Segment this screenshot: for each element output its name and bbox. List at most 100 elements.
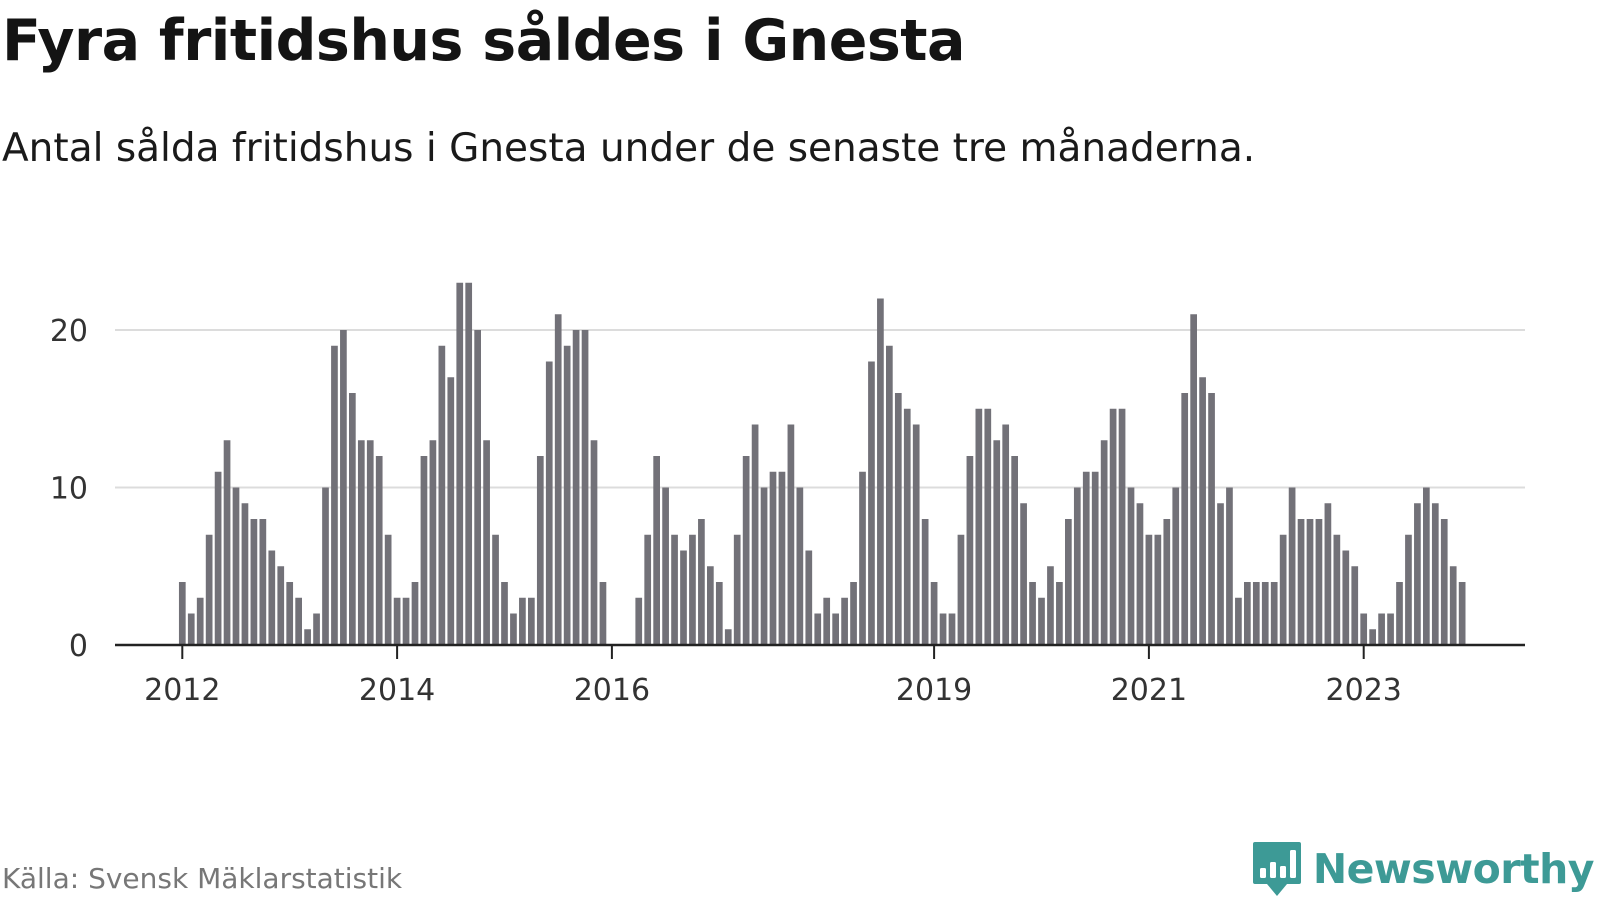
bar <box>1440 519 1448 645</box>
bar <box>796 487 804 645</box>
bar <box>277 566 285 645</box>
bar <box>599 582 607 645</box>
bar <box>1351 566 1359 645</box>
bar <box>1038 597 1045 645</box>
bar <box>975 408 983 645</box>
bar <box>751 424 759 645</box>
latest-value-label: 4 <box>1462 0 1482 8</box>
bar <box>510 613 517 645</box>
bar <box>501 582 508 645</box>
bar <box>939 613 947 645</box>
bar <box>948 613 956 645</box>
bar <box>903 408 911 645</box>
bar <box>1423 487 1430 645</box>
bar <box>966 456 974 645</box>
bar <box>178 582 186 645</box>
bar <box>1217 503 1224 645</box>
bar <box>698 519 705 645</box>
bar <box>1073 487 1081 645</box>
bar <box>563 345 571 645</box>
bar <box>1405 534 1412 645</box>
bar <box>1011 456 1018 645</box>
bar <box>993 440 1001 645</box>
bar <box>492 534 499 645</box>
bar <box>357 440 365 645</box>
bar <box>331 345 338 645</box>
bar <box>519 597 526 645</box>
bar <box>420 456 428 645</box>
bar <box>1458 582 1466 645</box>
bar <box>671 534 678 645</box>
bar <box>1029 582 1036 645</box>
bar-chart: 0 10 20 2012 2014 2016 2019 2021 2023 4 <box>50 0 1525 708</box>
bar <box>295 597 302 645</box>
bar <box>841 597 848 645</box>
bar <box>581 330 589 645</box>
annotations: 4 <box>1459 0 1485 11</box>
bar <box>832 613 839 645</box>
y-tick-label: 0 <box>69 629 88 664</box>
bar <box>545 361 553 645</box>
bar <box>760 487 768 645</box>
bar <box>733 534 741 645</box>
bar <box>877 298 884 645</box>
bar <box>930 582 938 645</box>
bar <box>474 330 481 645</box>
bar <box>787 424 795 645</box>
bar <box>349 393 356 645</box>
bar <box>886 345 893 645</box>
y-tick-label: 10 <box>50 472 88 507</box>
brand-name: Newsworthy <box>1312 845 1595 893</box>
bar <box>1002 424 1010 645</box>
bar <box>644 534 652 645</box>
bar <box>653 456 660 645</box>
bar <box>223 440 231 645</box>
bar <box>1136 503 1144 645</box>
bar <box>1261 582 1269 645</box>
bar <box>814 613 822 645</box>
bar <box>635 597 643 645</box>
bar <box>1279 534 1287 645</box>
bar <box>375 456 383 645</box>
bar <box>304 629 311 645</box>
bar <box>984 408 992 645</box>
bar <box>778 471 786 645</box>
bar <box>590 440 598 645</box>
bar <box>1163 519 1171 645</box>
bar <box>1127 487 1135 645</box>
brand-logo: Newsworthy <box>1251 840 1595 898</box>
bar <box>724 629 732 645</box>
bar <box>1047 566 1054 645</box>
bar <box>465 282 473 645</box>
bar <box>1369 629 1376 645</box>
source-note: Källa: Svensk Mäklarstatistik <box>2 862 403 895</box>
bar <box>1252 582 1260 645</box>
bar <box>447 377 455 645</box>
bar <box>707 566 714 645</box>
bar <box>1181 393 1189 645</box>
bar <box>850 582 857 645</box>
bar <box>1360 613 1368 645</box>
bar <box>393 597 401 645</box>
bar <box>1378 613 1385 645</box>
y-axis-ticks: 0 10 20 <box>50 314 88 664</box>
bar <box>259 519 267 645</box>
bar <box>402 597 410 645</box>
bar <box>241 503 249 645</box>
bar <box>1065 519 1072 645</box>
bar <box>1431 503 1439 645</box>
bar <box>250 519 258 645</box>
bar <box>528 597 535 645</box>
newsworthy-logo-icon <box>1252 842 1301 896</box>
bar <box>1333 534 1341 645</box>
bar <box>1235 597 1242 645</box>
bar <box>1297 519 1305 645</box>
bar <box>1226 487 1233 645</box>
bar <box>689 534 696 645</box>
bar <box>1208 393 1215 645</box>
bar <box>205 534 213 645</box>
bar <box>366 440 374 645</box>
bar <box>1154 534 1162 645</box>
bar <box>805 550 813 645</box>
bar <box>1082 471 1090 645</box>
